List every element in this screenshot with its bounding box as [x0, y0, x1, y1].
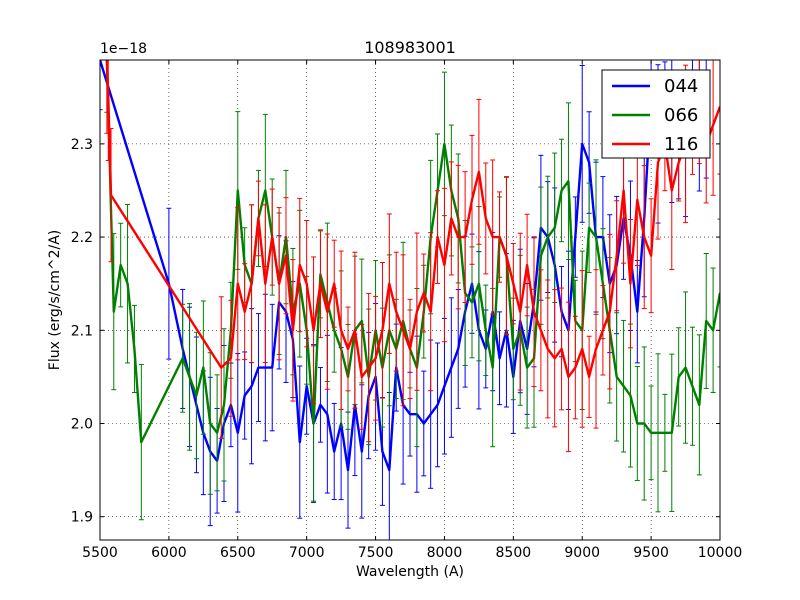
- y-tick-label: 2.0: [71, 416, 93, 432]
- plot-frame: [99, 59, 721, 541]
- x-tick-label: 8500: [496, 545, 532, 561]
- y-tick-label: 2.2: [71, 230, 93, 246]
- x-tick-label: 6000: [151, 545, 187, 561]
- legend-label-066: 066: [664, 105, 698, 126]
- x-tick-label: 10000: [698, 545, 743, 561]
- y-tick-label: 2.1: [71, 323, 93, 339]
- x-tick-label: 7000: [289, 545, 325, 561]
- y-axis-ticks: 1.9 2.0 2.1 2.2 2.3: [71, 137, 720, 526]
- x-tick-label: 6500: [220, 545, 256, 561]
- series-line-116: [105, 60, 720, 379]
- x-axis-label: Wavelength (A): [356, 564, 464, 580]
- x-tick-label: 5500: [82, 545, 118, 561]
- y-tick-label: 1.9: [71, 510, 93, 526]
- x-axis-ticks: 5500 6000 6500 7000 7500 8000 8500 9000 9500 1000…: [82, 60, 742, 561]
- x-tick-label: 9500: [633, 545, 669, 561]
- offset-label: 1e−18: [100, 41, 147, 57]
- legend: 044 066 116: [601, 69, 711, 159]
- chart-title: 108983001: [364, 38, 456, 57]
- x-tick-label: 7500: [358, 545, 394, 561]
- y-axis-label: Flux (erg/s/cm^2/A): [47, 230, 63, 370]
- y-tick-label: 2.3: [71, 137, 93, 153]
- legend-label-116: 116: [664, 134, 698, 155]
- x-tick-label: 9000: [564, 545, 600, 561]
- legend-label-044: 044: [664, 76, 698, 97]
- x-tick-label: 8000: [427, 545, 463, 561]
